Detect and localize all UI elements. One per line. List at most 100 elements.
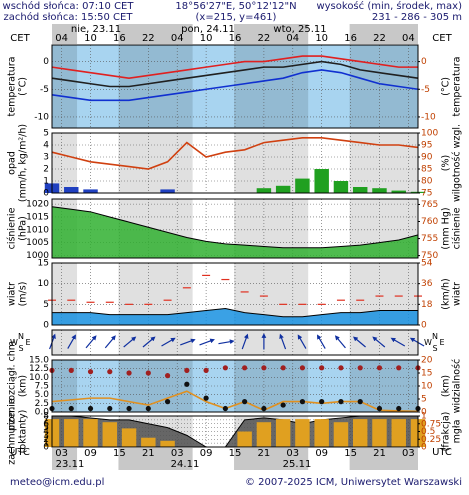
y2-tick-label: 54 bbox=[421, 259, 433, 269]
y2-tick-label: 765 bbox=[421, 200, 438, 210]
y2-tick-label: 90 bbox=[421, 153, 433, 163]
y2-tick-label: 0 bbox=[421, 443, 427, 453]
y-tick-label: 4 bbox=[43, 427, 49, 437]
x-tick-label: 15 bbox=[229, 448, 242, 459]
y-tick-label: -5 bbox=[40, 85, 49, 95]
coords: 18°56'27"E, 50°12'12"N bbox=[175, 1, 296, 12]
line bbox=[51, 55, 418, 80]
point bbox=[222, 365, 228, 371]
y-axis-label: (°C) bbox=[18, 77, 29, 96]
y-tick-label: 1020 bbox=[26, 200, 49, 210]
y2-tick-label: 0.25 bbox=[421, 435, 441, 445]
bar bbox=[237, 431, 252, 447]
wind-arrow bbox=[123, 336, 137, 348]
bar bbox=[314, 169, 329, 193]
y2-tick-label: -10 bbox=[421, 112, 436, 122]
y-tick-label: 5 bbox=[43, 129, 49, 139]
x-tick-label: 04 bbox=[286, 33, 299, 44]
compass-label: E bbox=[25, 338, 30, 347]
x-tick-label: 16 bbox=[344, 33, 357, 44]
y2-tick-label: 18 bbox=[421, 300, 433, 310]
night-band bbox=[52, 448, 78, 470]
y-axis-label: opad bbox=[7, 151, 18, 175]
y-tick-label: 1015 bbox=[26, 212, 49, 222]
panel bbox=[49, 329, 425, 356]
point bbox=[184, 367, 190, 373]
night-band bbox=[349, 24, 418, 44]
y2-tick-label: 15 bbox=[421, 369, 432, 379]
point bbox=[357, 365, 363, 371]
bar bbox=[333, 422, 349, 447]
compass-label: S bbox=[18, 344, 23, 353]
bar bbox=[160, 440, 175, 447]
wind-arrow bbox=[218, 339, 235, 345]
y-axis-label: zachmurzenie bbox=[7, 398, 18, 465]
wind-arrow bbox=[316, 334, 326, 349]
night-band bbox=[349, 45, 418, 128]
night-band bbox=[234, 24, 309, 44]
point bbox=[68, 367, 74, 373]
wind-arrow bbox=[104, 335, 116, 349]
panel bbox=[44, 415, 426, 448]
x-tick-label: 15 bbox=[344, 448, 357, 459]
bar bbox=[295, 178, 310, 193]
wind-arrow bbox=[372, 336, 386, 348]
y-tick-label: 5 bbox=[43, 423, 49, 433]
bar bbox=[275, 419, 291, 447]
bar bbox=[64, 419, 79, 447]
elevation-label: wysokość (min, środek, max) bbox=[316, 0, 462, 12]
y2-tick-label: 750 bbox=[421, 251, 438, 261]
line bbox=[51, 137, 419, 170]
y2-tick-label: 36 bbox=[421, 279, 433, 289]
bar bbox=[333, 181, 349, 193]
wind-arrow bbox=[67, 334, 76, 349]
night-band bbox=[118, 448, 193, 470]
night-band bbox=[118, 24, 193, 44]
sunrise: wschód słońca: 07:10 CET bbox=[3, 0, 135, 12]
y2-axis-label: (%) bbox=[441, 155, 452, 171]
copyright: © 2007-2025 ICM, Uniwersytet Warszawski bbox=[245, 477, 462, 488]
point bbox=[145, 370, 151, 376]
y2-tick-label: 85 bbox=[421, 165, 432, 175]
y2-axis-label: wilgotność wzgl. bbox=[452, 124, 463, 202]
bar bbox=[83, 189, 98, 193]
x-tick-label: 04 bbox=[171, 33, 184, 44]
y2-tick-label: 0.75 bbox=[421, 419, 441, 429]
y2-axis-label: (mm Hg) bbox=[441, 207, 452, 249]
y2-tick-label: 755 bbox=[421, 234, 438, 244]
bar bbox=[352, 187, 368, 193]
area bbox=[51, 206, 419, 259]
y-tick-label: 1005 bbox=[26, 238, 49, 248]
point bbox=[319, 365, 325, 371]
night-band bbox=[118, 330, 193, 355]
wind-arrow bbox=[279, 333, 287, 350]
wind-arrow bbox=[142, 336, 156, 348]
x-tick-label: 16 bbox=[113, 33, 126, 44]
y2-tick-label: 80 bbox=[421, 177, 433, 187]
bar bbox=[160, 189, 175, 193]
y-axis-label: (km) bbox=[18, 375, 29, 397]
x-tick-label: 22 bbox=[142, 33, 155, 44]
y-tick-label: 0 bbox=[43, 321, 49, 331]
bar bbox=[391, 419, 406, 447]
point bbox=[376, 365, 383, 371]
y2-axis-label: (km) bbox=[441, 375, 452, 397]
y-axis-label: (mm/h, kg/m²/h) bbox=[18, 124, 29, 202]
wind-arrow bbox=[334, 335, 346, 349]
point bbox=[87, 405, 94, 412]
point bbox=[87, 369, 94, 375]
y-tick-label: 15 bbox=[38, 259, 49, 269]
y2-axis-label: mgła bbox=[452, 420, 463, 444]
wind-arrow bbox=[390, 337, 406, 347]
y2-axis-label: ciśnienie bbox=[452, 207, 463, 249]
cet-label: CET bbox=[432, 33, 452, 44]
y-axis-label: (hPa) bbox=[18, 216, 29, 241]
wind-arrow bbox=[353, 336, 366, 348]
point bbox=[376, 405, 383, 412]
y-tick-label: 0 bbox=[43, 57, 49, 67]
y2-axis-label: (km/h) bbox=[441, 278, 452, 309]
email: meteo@icm.edu.pl bbox=[10, 477, 104, 488]
y2-tick-label: 0 bbox=[421, 321, 427, 331]
point bbox=[338, 365, 344, 371]
bar bbox=[121, 428, 137, 447]
